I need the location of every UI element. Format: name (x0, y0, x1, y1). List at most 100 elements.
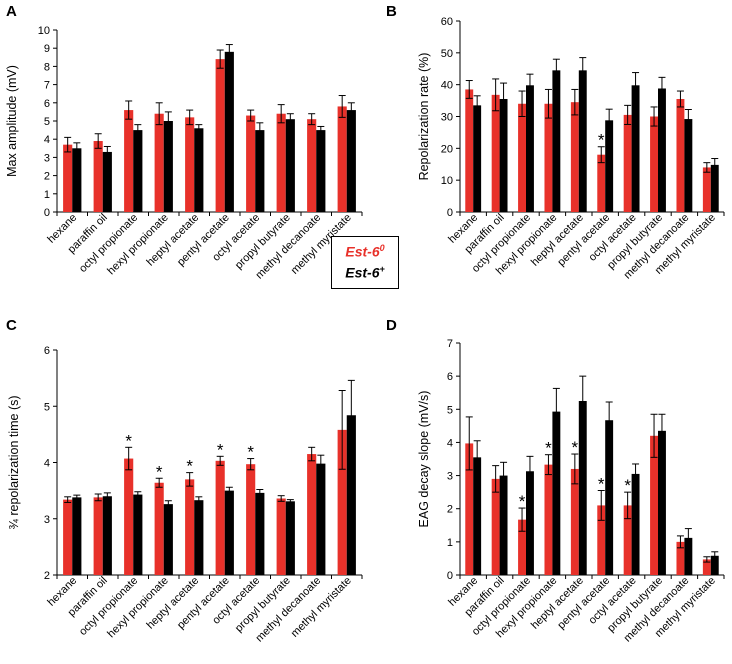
bar-red (650, 116, 658, 212)
significance-star: * (186, 457, 193, 476)
bar-black (102, 496, 112, 575)
bar-black (224, 51, 234, 213)
bar-red (544, 103, 553, 212)
bar-black (194, 128, 204, 212)
y-axis-title: Max amplitude (mV) (5, 65, 19, 177)
bar-black (473, 457, 482, 575)
y-tick-label: 1 (44, 189, 50, 201)
y-axis-title: EAG decay slope (mV/s) (417, 391, 431, 528)
y-tick-label: 6 (44, 345, 50, 357)
y-tick-label: 5 (44, 401, 50, 413)
y-tick-label: 2 (44, 171, 50, 183)
bar-red (702, 167, 711, 212)
y-tick-label: 7 (44, 80, 50, 92)
bar-red (465, 443, 474, 575)
y-tick-label: 0 (447, 207, 453, 219)
legend-label-red: Est-6 (345, 243, 380, 260)
y-tick-label: 2 (447, 504, 453, 516)
bar-black (133, 494, 143, 575)
bar-red (93, 141, 103, 212)
y-tick-label: 3 (44, 152, 50, 164)
bar-red (676, 98, 685, 212)
bar-red (597, 505, 606, 575)
bar-red (185, 117, 195, 212)
bar-red (154, 482, 164, 575)
bar-black (552, 411, 561, 575)
bar-black (605, 420, 614, 575)
legend-entry-red: Est-60 (332, 243, 398, 260)
y-tick-label: 1 (447, 537, 453, 549)
bar-red (650, 435, 658, 575)
y-tick-label: 0 (44, 207, 50, 219)
bar-black (578, 70, 587, 212)
bar-red (124, 458, 134, 575)
bar-black (72, 497, 82, 575)
bar-black (658, 88, 666, 212)
y-tick-label: 4 (447, 437, 453, 449)
bar-red (337, 106, 347, 212)
bar-red (307, 454, 317, 575)
bar-red (276, 498, 286, 575)
panel-letter: D (386, 317, 397, 334)
bar-black (72, 148, 82, 212)
bar-black (163, 504, 173, 575)
y-tick-label: 60 (441, 16, 453, 28)
bar-red (63, 499, 73, 575)
significance-star: * (598, 131, 605, 150)
y-tick-label: 30 (441, 112, 453, 124)
bar-black (631, 473, 640, 575)
y-axis-title: Repolarization rate (%) (417, 53, 431, 181)
y-tick-label: 7 (447, 338, 453, 350)
bar-black (526, 85, 534, 212)
y-tick-label: 9 (44, 43, 50, 55)
bar-red (544, 464, 553, 575)
legend-label-black: Est-6 (345, 264, 380, 281)
bar-black (346, 110, 356, 212)
significance-star: * (545, 439, 552, 458)
bar-red (491, 478, 500, 575)
bar-red (246, 115, 256, 212)
bar-black (499, 475, 508, 575)
y-tick-label: 4 (44, 134, 50, 146)
significance-star: * (247, 443, 254, 462)
bar-black (631, 85, 640, 212)
bar-black (473, 105, 482, 212)
y-tick-label: 4 (44, 458, 50, 470)
y-tick-label: 5 (44, 116, 50, 128)
bar-black (684, 537, 693, 575)
bar-black (133, 130, 143, 212)
bar-red (570, 102, 579, 212)
bar-red (518, 103, 526, 212)
bar-black (285, 501, 295, 575)
significance-star: * (572, 438, 579, 457)
bar-black (102, 151, 112, 212)
legend-entry-black: Est-6+ (332, 264, 398, 281)
bar-black (224, 490, 234, 575)
panel-letter: C (6, 317, 17, 334)
significance-star: * (519, 492, 526, 511)
bar-red (597, 154, 606, 212)
bar-red (63, 144, 73, 212)
bar-black (194, 500, 204, 575)
significance-star: * (624, 476, 631, 495)
bar-black (499, 98, 508, 212)
significance-star: * (156, 462, 163, 481)
bar-red (337, 429, 347, 575)
y-tick-label: 3 (447, 471, 453, 483)
bar-red (623, 505, 632, 575)
y-axis-title: ¾ repolarization time (s) (7, 395, 21, 529)
y-tick-label: 5 (447, 404, 453, 416)
legend-sup-black: + (379, 264, 385, 274)
bar-black (526, 471, 534, 575)
bar-black (316, 463, 326, 575)
bar-black (316, 130, 326, 212)
y-tick-label: 2 (44, 570, 50, 582)
bar-red (518, 519, 526, 575)
y-tick-label: 6 (447, 371, 453, 383)
bar-black (578, 401, 587, 575)
y-tick-label: 50 (441, 48, 453, 60)
bar-black (710, 555, 719, 575)
bar-red (215, 460, 225, 575)
significance-star: * (217, 440, 224, 459)
